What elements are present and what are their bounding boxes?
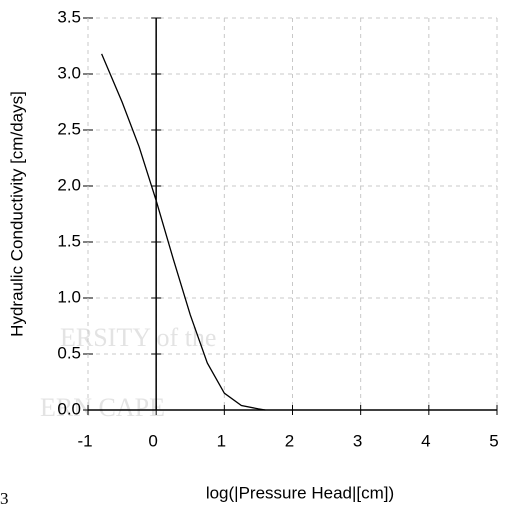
y-tick-label: 1.5 (57, 231, 81, 250)
line (101, 53, 266, 411)
x-tick-label: 1 (217, 431, 226, 450)
y-tick-label: 0.5 (57, 343, 81, 362)
x-tick-label: 3 (353, 431, 362, 450)
x-tick-label: 2 (285, 431, 294, 450)
x-tick-label: -1 (77, 431, 92, 450)
x-tick-label: 0 (148, 431, 157, 450)
y-axis-label: Hydraulic Conductivity [cm/days] (7, 91, 26, 337)
y-tick-label: 2.0 (57, 175, 81, 194)
page-number: 3 (0, 489, 9, 508)
x-tick-label: 5 (489, 431, 498, 450)
x-tick-label: 4 (421, 431, 430, 450)
watermark: ERSITY of the (60, 323, 216, 352)
y-tick-label: 0.0 (57, 399, 81, 418)
x-axis-label: log(|Pressure Head|[cm]) (206, 483, 394, 502)
y-tick-label: 2.5 (57, 119, 81, 138)
watermark: ERN CAPE (40, 393, 165, 422)
y-tick-label: 3.0 (57, 63, 81, 82)
y-tick-label: 3.5 (57, 7, 81, 26)
y-tick-label: 1.0 (57, 287, 81, 306)
